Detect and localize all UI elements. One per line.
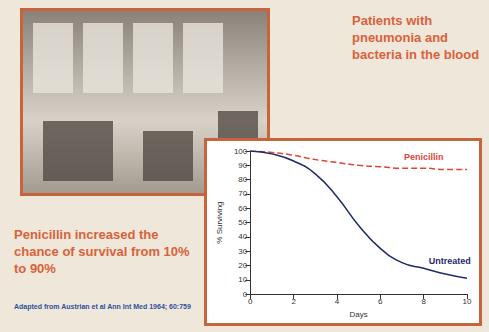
- svg-text:% Surviving: % Surviving: [215, 201, 224, 243]
- html-text:Penicillin increased the chanc: Penicillin increased the chance of survi…: [14, 227, 190, 276]
- svg-text:10: 10: [238, 275, 247, 284]
- svg-text:6: 6: [378, 297, 383, 306]
- svg-text:4: 4: [335, 297, 340, 306]
- html-text:Patients with pneumonia and ba: Patients with pneumonia and bacteria in …: [352, 13, 480, 62]
- svg-text:90: 90: [238, 161, 247, 170]
- svg-text:50: 50: [238, 218, 247, 227]
- html-text:Adapted from Austrian et al An: Adapted from Austrian et al Ann Int Med …: [14, 303, 191, 310]
- svg-text:20: 20: [238, 261, 247, 270]
- svg-text:70: 70: [238, 189, 247, 198]
- svg-text:80: 80: [238, 175, 247, 184]
- svg-text:8: 8: [421, 297, 426, 306]
- svg-text:Penicillin: Penicillin: [404, 152, 444, 162]
- svg-text:0: 0: [242, 289, 248, 299]
- svg-text:Days: Days: [350, 310, 368, 319]
- svg-text:100: 100: [234, 147, 248, 156]
- svg-text:60: 60: [238, 204, 247, 213]
- svg-text:0: 0: [248, 297, 253, 306]
- svg-text:30: 30: [238, 247, 247, 256]
- svg-text:2: 2: [291, 297, 296, 306]
- svg-text:40: 40: [238, 232, 247, 241]
- svg-text:10: 10: [463, 297, 472, 306]
- svg-text:Untreated: Untreated: [429, 256, 471, 266]
